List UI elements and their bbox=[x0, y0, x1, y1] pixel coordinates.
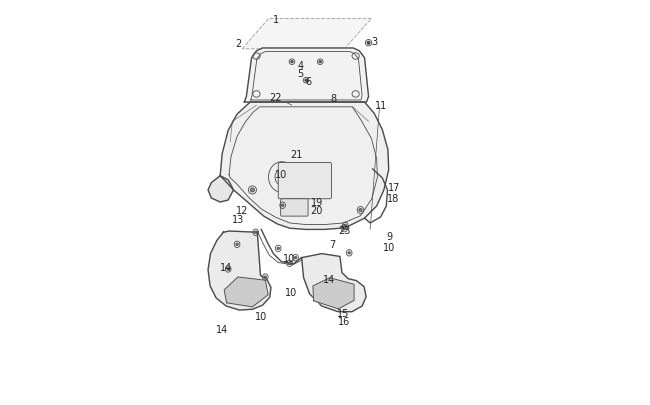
Text: 1: 1 bbox=[273, 15, 279, 24]
Polygon shape bbox=[242, 19, 371, 50]
Ellipse shape bbox=[281, 205, 284, 207]
Ellipse shape bbox=[227, 268, 229, 271]
FancyBboxPatch shape bbox=[281, 199, 308, 217]
Text: 18: 18 bbox=[387, 194, 399, 203]
Polygon shape bbox=[208, 176, 233, 202]
Text: 19: 19 bbox=[311, 198, 323, 207]
Text: 21: 21 bbox=[291, 149, 303, 159]
Polygon shape bbox=[313, 278, 354, 309]
Text: 23: 23 bbox=[338, 226, 350, 236]
Ellipse shape bbox=[291, 61, 293, 64]
Ellipse shape bbox=[236, 243, 239, 246]
Text: 9: 9 bbox=[387, 232, 393, 242]
Ellipse shape bbox=[289, 262, 291, 265]
Text: 13: 13 bbox=[232, 214, 244, 224]
Text: 14: 14 bbox=[220, 262, 232, 272]
Text: 14: 14 bbox=[216, 324, 228, 334]
Ellipse shape bbox=[319, 61, 321, 64]
Text: 12: 12 bbox=[236, 206, 248, 215]
Ellipse shape bbox=[359, 209, 362, 212]
Text: 15: 15 bbox=[337, 308, 349, 318]
Ellipse shape bbox=[250, 188, 254, 192]
Text: 6: 6 bbox=[306, 77, 312, 87]
Text: 10: 10 bbox=[384, 243, 396, 253]
Text: 4: 4 bbox=[298, 61, 304, 71]
Polygon shape bbox=[302, 254, 366, 312]
Ellipse shape bbox=[264, 276, 266, 279]
Text: 11: 11 bbox=[375, 101, 387, 111]
FancyBboxPatch shape bbox=[278, 163, 332, 199]
Text: 5: 5 bbox=[298, 69, 304, 79]
Ellipse shape bbox=[343, 227, 346, 230]
Ellipse shape bbox=[348, 252, 350, 254]
Text: 14: 14 bbox=[323, 274, 335, 284]
Ellipse shape bbox=[367, 42, 370, 45]
Text: 10: 10 bbox=[283, 254, 295, 264]
Ellipse shape bbox=[254, 232, 257, 234]
Polygon shape bbox=[224, 277, 268, 307]
Text: 17: 17 bbox=[388, 182, 400, 192]
Ellipse shape bbox=[305, 80, 307, 82]
Polygon shape bbox=[244, 49, 369, 103]
Text: 7: 7 bbox=[329, 240, 335, 250]
Text: 8: 8 bbox=[331, 94, 337, 104]
Text: 20: 20 bbox=[310, 206, 322, 215]
Ellipse shape bbox=[277, 247, 280, 250]
Text: 22: 22 bbox=[270, 93, 282, 103]
Ellipse shape bbox=[344, 225, 346, 227]
Ellipse shape bbox=[294, 257, 297, 259]
Text: 2: 2 bbox=[235, 38, 241, 49]
Polygon shape bbox=[220, 103, 389, 230]
Text: 10: 10 bbox=[285, 287, 297, 297]
Text: 16: 16 bbox=[338, 316, 350, 326]
Text: 10: 10 bbox=[274, 169, 287, 179]
Text: 3: 3 bbox=[371, 36, 377, 47]
Text: 10: 10 bbox=[255, 311, 267, 321]
Polygon shape bbox=[208, 232, 271, 310]
